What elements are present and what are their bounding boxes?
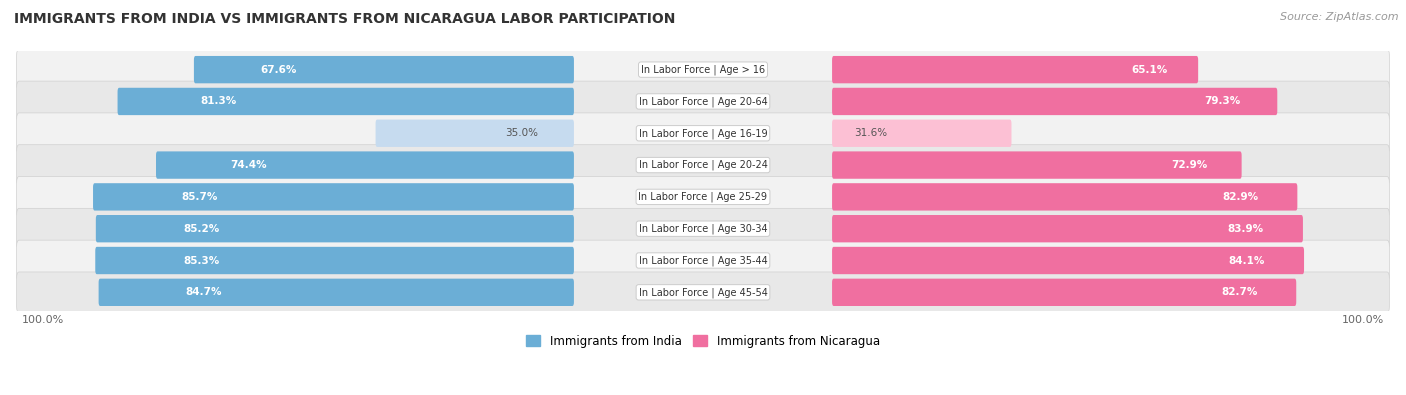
- FancyBboxPatch shape: [98, 278, 574, 306]
- FancyBboxPatch shape: [17, 113, 1389, 154]
- Legend: Immigrants from India, Immigrants from Nicaragua: Immigrants from India, Immigrants from N…: [522, 330, 884, 352]
- FancyBboxPatch shape: [96, 247, 574, 274]
- Text: 82.9%: 82.9%: [1223, 192, 1258, 202]
- FancyBboxPatch shape: [832, 151, 1241, 179]
- Text: 35.0%: 35.0%: [505, 128, 538, 138]
- Text: 84.7%: 84.7%: [186, 287, 222, 297]
- Text: 74.4%: 74.4%: [231, 160, 267, 170]
- FancyBboxPatch shape: [17, 272, 1389, 313]
- Text: Source: ZipAtlas.com: Source: ZipAtlas.com: [1281, 12, 1399, 22]
- Text: In Labor Force | Age 25-29: In Labor Force | Age 25-29: [638, 192, 768, 202]
- Text: 85.7%: 85.7%: [181, 192, 218, 202]
- Text: IMMIGRANTS FROM INDIA VS IMMIGRANTS FROM NICARAGUA LABOR PARTICIPATION: IMMIGRANTS FROM INDIA VS IMMIGRANTS FROM…: [14, 12, 675, 26]
- Text: In Labor Force | Age 30-34: In Labor Force | Age 30-34: [638, 224, 768, 234]
- FancyBboxPatch shape: [832, 88, 1277, 115]
- Text: 83.9%: 83.9%: [1227, 224, 1264, 234]
- Text: 79.3%: 79.3%: [1204, 96, 1240, 106]
- FancyBboxPatch shape: [17, 81, 1389, 122]
- FancyBboxPatch shape: [17, 145, 1389, 185]
- Text: In Labor Force | Age 35-44: In Labor Force | Age 35-44: [638, 255, 768, 266]
- Text: 85.2%: 85.2%: [184, 224, 221, 234]
- Text: 85.3%: 85.3%: [183, 256, 219, 265]
- Text: 82.7%: 82.7%: [1222, 287, 1258, 297]
- FancyBboxPatch shape: [17, 49, 1389, 90]
- FancyBboxPatch shape: [832, 215, 1303, 243]
- Text: 67.6%: 67.6%: [260, 65, 297, 75]
- FancyBboxPatch shape: [832, 247, 1303, 274]
- Text: In Labor Force | Age 20-24: In Labor Force | Age 20-24: [638, 160, 768, 170]
- FancyBboxPatch shape: [118, 88, 574, 115]
- FancyBboxPatch shape: [17, 208, 1389, 249]
- FancyBboxPatch shape: [832, 120, 1011, 147]
- Text: 81.3%: 81.3%: [201, 96, 238, 106]
- Text: In Labor Force | Age 20-64: In Labor Force | Age 20-64: [638, 96, 768, 107]
- FancyBboxPatch shape: [194, 56, 574, 83]
- Text: 72.9%: 72.9%: [1171, 160, 1208, 170]
- FancyBboxPatch shape: [96, 215, 574, 243]
- Text: 100.0%: 100.0%: [22, 315, 65, 325]
- FancyBboxPatch shape: [156, 151, 574, 179]
- FancyBboxPatch shape: [375, 120, 574, 147]
- Text: 31.6%: 31.6%: [855, 128, 887, 138]
- FancyBboxPatch shape: [17, 240, 1389, 281]
- Text: 65.1%: 65.1%: [1132, 65, 1167, 75]
- FancyBboxPatch shape: [17, 177, 1389, 217]
- FancyBboxPatch shape: [832, 278, 1296, 306]
- FancyBboxPatch shape: [832, 56, 1198, 83]
- Text: In Labor Force | Age 45-54: In Labor Force | Age 45-54: [638, 287, 768, 297]
- Text: In Labor Force | Age 16-19: In Labor Force | Age 16-19: [638, 128, 768, 139]
- Text: 84.1%: 84.1%: [1229, 256, 1265, 265]
- FancyBboxPatch shape: [93, 183, 574, 211]
- Text: 100.0%: 100.0%: [1341, 315, 1384, 325]
- Text: In Labor Force | Age > 16: In Labor Force | Age > 16: [641, 64, 765, 75]
- FancyBboxPatch shape: [832, 183, 1298, 211]
